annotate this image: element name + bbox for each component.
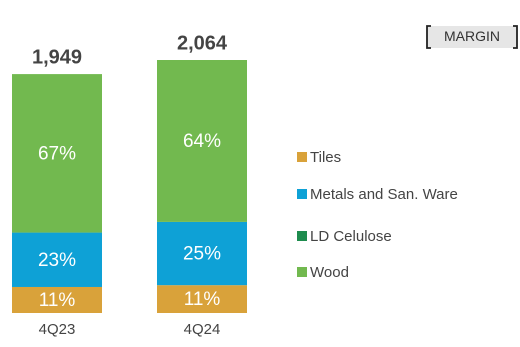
bar-segment (157, 60, 247, 222)
tag-bracket (426, 25, 518, 49)
legend-swatch (297, 267, 307, 277)
legend-label: Metals and San. Ware (310, 186, 458, 203)
value-label: 25% (183, 244, 221, 265)
legend-swatch (297, 152, 307, 162)
bar-segment (12, 232, 102, 287)
bar-segment (157, 221, 247, 286)
legend-label: LD Celulose (310, 228, 392, 245)
bar-segment (12, 74, 102, 233)
total-label: 2,064 (177, 32, 228, 54)
legend-label: Wood (310, 264, 349, 281)
legend-swatch (297, 231, 307, 241)
x-tick-label: 4Q24 (184, 321, 221, 338)
bar-segment (157, 285, 247, 313)
legend-swatch (297, 189, 307, 199)
value-label: 11% (184, 289, 221, 310)
value-label: 64% (183, 131, 221, 152)
bar-segment (12, 286, 102, 313)
value-label: 67% (38, 143, 76, 164)
tag-box (427, 26, 517, 48)
legend-label: Tiles (310, 149, 341, 166)
tag: MARGIN (444, 28, 500, 44)
x-tick-label: 4Q23 (39, 321, 76, 338)
total-label: 1,949 (32, 46, 82, 68)
value-label: 23% (38, 250, 76, 271)
value-label: 11% (39, 290, 76, 311)
